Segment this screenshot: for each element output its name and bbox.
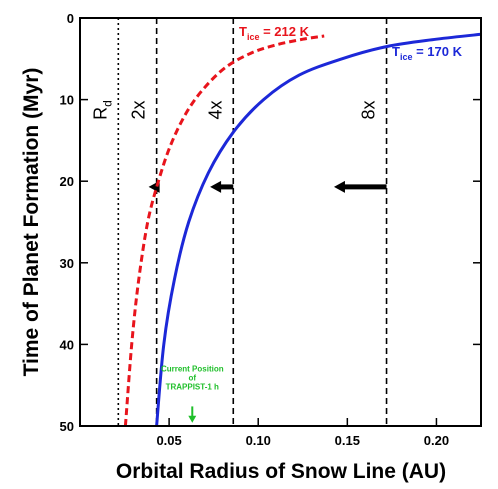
vline-label: 2x: [129, 100, 149, 119]
series-label: Tice = 170 K: [392, 44, 463, 62]
annotation-arrow-head: [188, 415, 197, 423]
migration-arrow-head: [210, 180, 222, 193]
annotation-line: of: [188, 373, 196, 382]
x-tick-label: 0.15: [335, 433, 360, 448]
annotation-line: Current Position: [161, 364, 224, 373]
annotation-line: TRAPPIST-1 h: [166, 382, 219, 391]
vline-label: 4x: [205, 100, 225, 119]
migration-arrows: [148, 180, 387, 193]
axis-ticks: 0.05 0.10 0.15 0.20 0 10 20 30 40 50: [60, 11, 481, 448]
y-tick-label: 30: [60, 256, 74, 271]
y-tick-label: 50: [60, 419, 74, 434]
y-tick-label: 40: [60, 337, 74, 352]
vertical-lines: [117, 18, 388, 426]
series-lines: [123, 32, 481, 426]
y-tick-label: 10: [60, 93, 74, 108]
x-tick-label: 0.05: [156, 433, 181, 448]
chart-labels: Rd 2x 4x 8x Tice = 212 K Tice = 170 K Current …: [90, 24, 463, 423]
series-line-tice-170k: [155, 32, 481, 426]
x-tick-label: 0.10: [246, 433, 271, 448]
plot-frame: [79, 17, 482, 427]
x-tick-label: 0.20: [424, 433, 449, 448]
series-line-tice-212k: [123, 34, 325, 426]
vline-label: Rd: [90, 100, 114, 120]
y-tick-label: 0: [67, 11, 74, 26]
vline-label: 8x: [359, 100, 379, 119]
series-label: Tice = 212 K: [239, 24, 310, 42]
x-axis-label: Orbital Radius of Snow Line (AU): [116, 460, 446, 483]
y-axis-label: Time of Planet Formation (Myr): [20, 68, 43, 377]
migration-arrow-head: [333, 180, 345, 193]
y-tick-label: 20: [60, 174, 74, 189]
